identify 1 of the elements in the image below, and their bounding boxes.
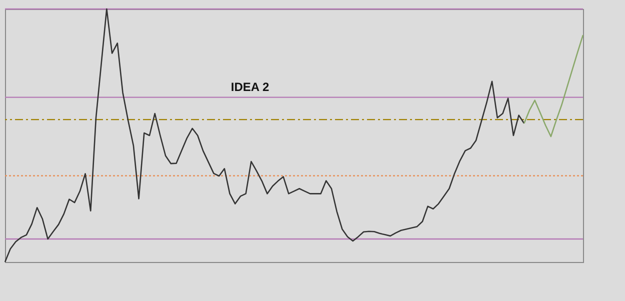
annotation: IDEA 2 (230, 80, 270, 94)
